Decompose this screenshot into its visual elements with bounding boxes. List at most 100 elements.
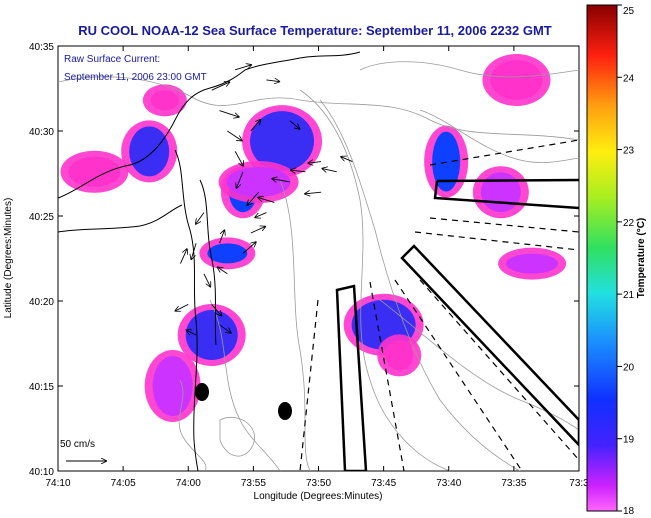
bathymetry-contour <box>379 299 579 431</box>
current-vector <box>191 243 197 259</box>
y-tick-label: 40:15 <box>29 382 54 393</box>
bathymetry-contour <box>419 109 579 163</box>
x-tick-label: 74:05 <box>111 478 136 489</box>
current-vector <box>305 192 322 194</box>
sst-patch <box>506 253 559 274</box>
current-vector <box>237 171 244 188</box>
current-vector <box>250 120 261 132</box>
current-vector <box>291 170 306 172</box>
lane-dashed-boundary <box>429 217 579 233</box>
current-vectors <box>175 65 353 336</box>
x-axis: 74:10 74:05 74:00 73:55 73:50 73:45 73:40 73:35… <box>45 46 589 489</box>
y-tick-label: 40:30 <box>29 127 54 138</box>
scale-label: 50 cm/s <box>60 439 95 450</box>
colorbar-tick-label: 24 <box>623 73 635 84</box>
coastline <box>58 51 361 471</box>
sst-patch <box>385 340 414 371</box>
x-tick-label: 74:10 <box>45 478 70 489</box>
current-vector <box>234 151 243 165</box>
colorbar-tick-label: 25 <box>623 6 635 17</box>
colorbar-ticks: 25 24 23 22 21 20 19 18 <box>617 4 635 517</box>
current-vector <box>255 212 267 218</box>
current-vector <box>219 324 231 333</box>
y-tick-label: 40:35 <box>29 42 54 53</box>
lane-dashed-boundaries <box>299 139 579 471</box>
sst-patches <box>60 53 567 423</box>
colorbar-tick-label: 21 <box>623 290 635 301</box>
current-vector <box>258 198 275 203</box>
x-tick-label: 73:3 <box>569 478 589 489</box>
bathymetry-contour <box>279 179 311 471</box>
bathymetry-contour <box>209 299 281 471</box>
current-vector <box>211 82 230 91</box>
current-vector <box>218 267 228 275</box>
current-vector <box>203 273 210 287</box>
lane-dashed-boundary <box>299 299 319 471</box>
coastline-segment <box>58 204 183 233</box>
lane-outlines <box>335 178 579 471</box>
current-vector <box>211 304 222 315</box>
coastline-segment <box>244 51 361 71</box>
lane-outline <box>400 244 579 447</box>
x-tick-label: 73:45 <box>371 478 396 489</box>
lane-dashed-boundary <box>414 231 579 251</box>
colorbar <box>586 4 618 512</box>
current-vector <box>266 80 279 82</box>
current-vector <box>219 230 225 244</box>
plot-area <box>57 45 580 472</box>
current-vector <box>247 191 259 205</box>
sst-patch <box>480 172 521 213</box>
sst-patch <box>490 59 543 100</box>
lane-dashed-boundary <box>429 139 579 166</box>
colorbar-tick-label: 19 <box>623 435 635 446</box>
current-vector <box>180 249 186 264</box>
colorbar-tick-label: 18 <box>623 506 635 517</box>
sst-patch <box>129 126 170 177</box>
lane-outline <box>335 284 368 471</box>
y-tick-label: 40:25 <box>29 212 54 223</box>
current-vector <box>196 212 205 224</box>
y-tick-label: 40:20 <box>29 297 54 308</box>
colorbar-tick-label: 23 <box>623 146 635 157</box>
coastline-segment <box>58 69 246 199</box>
current-annotation-line2: September 11, 2006 23:00 GMT <box>64 72 207 83</box>
coastline-segment <box>199 179 217 346</box>
sst-patch <box>207 243 248 264</box>
x-tick-label: 73:50 <box>306 478 331 489</box>
current-vector <box>175 304 189 310</box>
y-tick-label: 40:10 <box>29 467 54 478</box>
x-tick-label: 74:00 <box>176 478 201 489</box>
current-vector <box>186 330 197 336</box>
current-vector <box>250 227 265 234</box>
current-vector <box>322 169 337 172</box>
lane-dashed-boundary <box>419 279 579 461</box>
sst-patch <box>226 166 291 197</box>
sst-patch <box>185 310 238 361</box>
x-tick-label: 73:40 <box>436 478 461 489</box>
current-vector <box>227 130 241 141</box>
lane-dashed-boundary <box>394 279 523 471</box>
map-layer <box>58 51 579 471</box>
current-annotation-line1: Raw Surface Current: <box>64 54 160 65</box>
chart-title: RU COOL NOAA-12 Sea Surface Temperature:… <box>78 23 552 38</box>
lane-outline <box>433 178 579 210</box>
current-vector <box>341 157 353 162</box>
colorbar-tick-label: 20 <box>623 362 635 373</box>
bathymetry-contour <box>319 99 521 471</box>
sst-patch <box>68 156 121 187</box>
x-tick-label: 73:55 <box>241 478 266 489</box>
current-vector <box>272 179 290 182</box>
x-axis-label: Longitude (Degrees:Minutes) <box>254 491 383 502</box>
current-vector <box>242 242 256 254</box>
station-marker <box>195 383 209 401</box>
sst-patch <box>150 90 179 111</box>
bathymetry-contour <box>219 417 255 457</box>
coastline-segment <box>174 149 199 471</box>
sst-patch <box>432 131 461 192</box>
bathymetry-contour <box>299 89 451 471</box>
current-vector <box>235 65 251 71</box>
x-tick-label: 73:35 <box>501 478 526 489</box>
current-vector <box>308 162 322 164</box>
bathymetry-contours <box>58 61 579 471</box>
